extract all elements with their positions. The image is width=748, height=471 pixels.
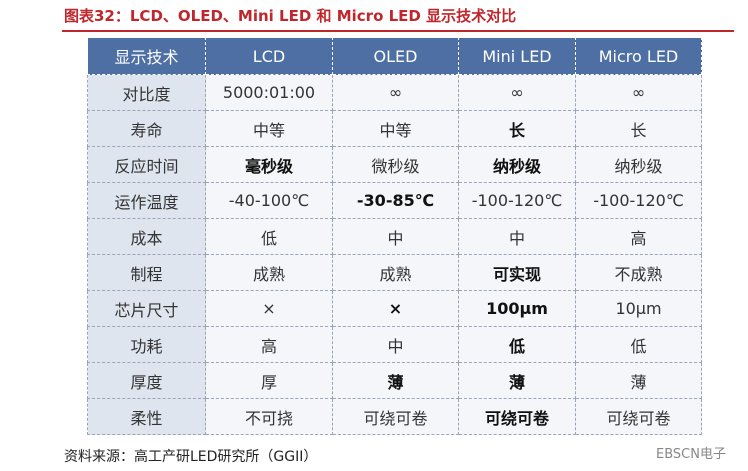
cell: 成熟	[205, 254, 333, 291]
cell: 长	[575, 110, 702, 147]
row-label: 厚度	[87, 362, 206, 399]
cell: -100-120℃	[458, 182, 576, 219]
cell: 中等	[205, 110, 333, 147]
cell: 5000:01:00	[205, 74, 333, 111]
row-label: 对比度	[87, 74, 206, 111]
row-label: 制程	[87, 254, 206, 291]
cell: 低	[205, 218, 333, 255]
header-cell: Mini LED	[458, 37, 576, 75]
cell: 纳秒级	[458, 146, 576, 183]
cell: 薄	[458, 362, 576, 399]
source-note: 资料来源：高工产研LED研究所（GGII）	[64, 449, 318, 465]
table-row: 成本低中中高	[87, 218, 702, 255]
cell: 薄	[332, 362, 459, 399]
cell: 中	[458, 218, 576, 255]
cell: -30-85℃	[332, 182, 459, 219]
table-row: 对比度 5000:01:00 ∞ ∞ ∞	[87, 74, 702, 111]
header-cell: Micro LED	[575, 37, 702, 75]
row-label: 功耗	[87, 326, 206, 363]
cell: 可绕可卷	[575, 398, 702, 435]
cell: ∞	[458, 74, 576, 111]
cell: 薄	[575, 362, 702, 399]
title-rule	[62, 30, 734, 32]
cell: 低	[575, 326, 702, 363]
table-row: 制程 成熟 成熟 可实现 不成熟	[87, 254, 702, 291]
cell: 不可挠	[205, 398, 333, 435]
cell: 毫秒级	[205, 146, 333, 183]
title: 图表32：LCD、OLED、Mini LED 和 Micro LED 显示技术对…	[64, 7, 517, 25]
cell: ×	[332, 290, 459, 327]
cell: 厚	[205, 362, 333, 399]
cell: 不成熟	[575, 254, 702, 291]
row-label: 成本	[87, 218, 206, 255]
cell: 纳秒级	[575, 146, 702, 183]
cell: ∞	[332, 74, 459, 111]
cell: 可绕可卷	[332, 398, 459, 435]
cell: 中	[332, 326, 459, 363]
cell: -40-100℃	[205, 182, 333, 219]
table-row: 柔性 不可挠 可绕可卷 可绕可卷 可绕可卷	[87, 398, 702, 435]
cell: 100μm	[458, 290, 576, 327]
cell: 成熟	[332, 254, 459, 291]
row-label: 寿命	[87, 110, 206, 147]
cell: 长	[458, 110, 576, 147]
table-row: 厚度厚薄薄薄	[87, 362, 702, 399]
cell: 高	[575, 218, 702, 255]
cell: 微秒级	[332, 146, 459, 183]
table-body: 对比度 5000:01:00 ∞ ∞ ∞ 寿命 中等 中等长长反应时间 毫秒级 微秒级 纳秒级 纳秒级…	[87, 74, 702, 435]
table-row: 芯片尺寸 × × 100μm 10μm	[87, 290, 702, 327]
cell: 可实现	[458, 254, 576, 291]
header-cell: LCD	[205, 37, 333, 75]
cell: 高	[205, 326, 333, 363]
row-label: 运作温度	[87, 182, 206, 219]
header-row: 显示技术 LCD OLED Mini LED Micro LED	[87, 37, 702, 75]
cell: -100-120℃	[575, 182, 702, 219]
comparison-table: 显示技术 LCD OLED Mini LED Micro LED 对比度 5000:01:…	[87, 37, 702, 435]
cell: 可绕可卷	[458, 398, 576, 435]
cell: 10μm	[575, 290, 702, 327]
cell: 低	[458, 326, 576, 363]
header-cell: OLED	[332, 37, 459, 75]
cell: ∞	[575, 74, 702, 111]
table-row: 运作温度 -40-100℃ -30-85℃ -100-120℃ -100-120℃	[87, 182, 702, 219]
row-label: 反应时间	[87, 146, 206, 183]
table-row: 功耗高中低低	[87, 326, 702, 363]
table-row: 反应时间 毫秒级 微秒级 纳秒级 纳秒级	[87, 146, 702, 183]
row-label: 芯片尺寸	[87, 290, 206, 327]
table-row: 寿命 中等 中等长长	[87, 110, 702, 147]
watermark: EBSCN电子	[656, 447, 726, 462]
cell: 中等	[332, 110, 459, 147]
cell: 中	[332, 218, 459, 255]
header-cell: 显示技术	[87, 37, 206, 75]
row-label: 柔性	[87, 398, 206, 435]
cell: ×	[205, 290, 333, 327]
